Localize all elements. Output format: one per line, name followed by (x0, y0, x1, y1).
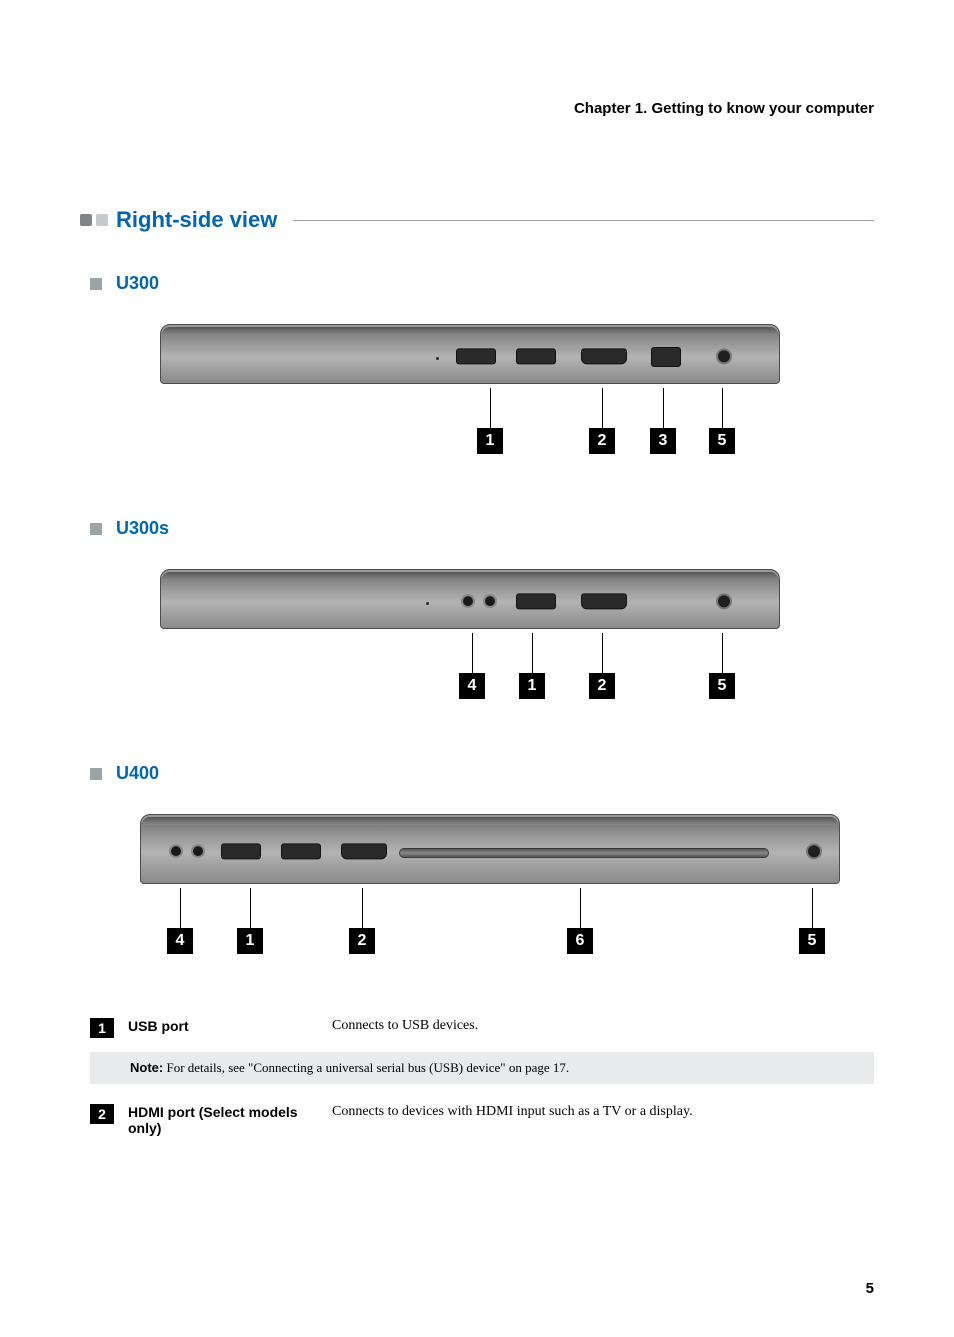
callout-line (602, 388, 603, 428)
port-icon (456, 348, 496, 364)
description-row: 2 HDMI port (Select models only) Connect… (90, 1104, 874, 1136)
callout-line (602, 633, 603, 673)
port-icon (461, 594, 475, 608)
description-term: HDMI port (Select models only) (128, 1104, 318, 1136)
callout-line (532, 633, 533, 673)
callout-number: 6 (567, 928, 593, 954)
diagram-wrap: 1 2 3 5 (160, 324, 864, 458)
description-text: Connects to USB devices. (332, 1018, 478, 1034)
description-term: USB port (128, 1018, 318, 1034)
port-icon (483, 594, 497, 608)
port-icon (436, 357, 439, 360)
model-subsection: U300 (90, 273, 874, 294)
callout-row: 1 2 3 5 (160, 388, 780, 458)
section-bullet-pair (80, 214, 108, 226)
description-text: Connects to devices with HDMI input such… (332, 1104, 693, 1120)
port-icon (716, 348, 732, 364)
subsection-square-icon (90, 523, 102, 535)
port-icon (341, 843, 387, 859)
subsection-square-icon (90, 278, 102, 290)
chapter-header: Chapter 1. Getting to know your computer (80, 100, 874, 117)
callout-number: 1 (477, 428, 503, 454)
callout-line (722, 633, 723, 673)
port-icon (169, 844, 183, 858)
callout-number: 2 (589, 428, 615, 454)
diagram-wrap: 4 1 2 6 5 (140, 814, 864, 958)
port-icon (806, 843, 822, 859)
callout-number: 5 (709, 428, 735, 454)
callout-number: 4 (459, 673, 485, 699)
laptop-side-illustration (160, 569, 780, 629)
bullet-square-dark (80, 214, 92, 226)
callout-line (362, 888, 363, 928)
callout-number: 2 (349, 928, 375, 954)
callout-line (663, 388, 664, 428)
subsection-square-icon (90, 768, 102, 780)
callout-line (580, 888, 581, 928)
description-row: 1 USB port Connects to USB devices. (90, 1018, 874, 1038)
model-name: U400 (116, 763, 159, 784)
callout-number: 1 (519, 673, 545, 699)
port-icon (191, 844, 205, 858)
section-rule (293, 220, 874, 221)
laptop-side-illustration (160, 324, 780, 384)
callout-number: 5 (799, 928, 825, 954)
page-number: 5 (866, 1280, 874, 1297)
model-name: U300s (116, 518, 169, 539)
callout-row: 4 1 2 6 5 (140, 888, 840, 958)
callout-number: 2 (589, 673, 615, 699)
port-icon (426, 602, 429, 605)
note-label: Note: (130, 1060, 163, 1075)
note-text: For details, see "Connecting a universal… (166, 1060, 569, 1075)
callout-row: 4 1 2 5 (160, 633, 780, 703)
callout-line (472, 633, 473, 673)
description-number: 2 (90, 1104, 114, 1124)
callout-line (490, 388, 491, 428)
callout-line (722, 388, 723, 428)
optical-drive-slot (399, 848, 769, 858)
port-icon (516, 593, 556, 609)
model-subsection: U400 (90, 763, 874, 784)
callout-line (812, 888, 813, 928)
section-title: Right-side view (116, 207, 277, 233)
section-title-row: Right-side view (80, 207, 874, 233)
port-icon (581, 593, 627, 609)
callout-number: 5 (709, 673, 735, 699)
callout-number: 3 (650, 428, 676, 454)
port-icon (581, 348, 627, 364)
port-icon (221, 843, 261, 859)
description-number: 1 (90, 1018, 114, 1038)
diagram-wrap: 4 1 2 5 (160, 569, 864, 703)
callout-line (250, 888, 251, 928)
bullet-square-light (96, 214, 108, 226)
port-icon (516, 348, 556, 364)
model-subsection: U300s (90, 518, 874, 539)
callout-number: 1 (237, 928, 263, 954)
model-name: U300 (116, 273, 159, 294)
port-icon (281, 843, 321, 859)
note-bar: Note: For details, see "Connecting a uni… (90, 1052, 874, 1084)
callout-line (180, 888, 181, 928)
port-icon (716, 593, 732, 609)
callout-number: 4 (167, 928, 193, 954)
laptop-side-illustration (140, 814, 840, 884)
port-icon (651, 347, 681, 367)
